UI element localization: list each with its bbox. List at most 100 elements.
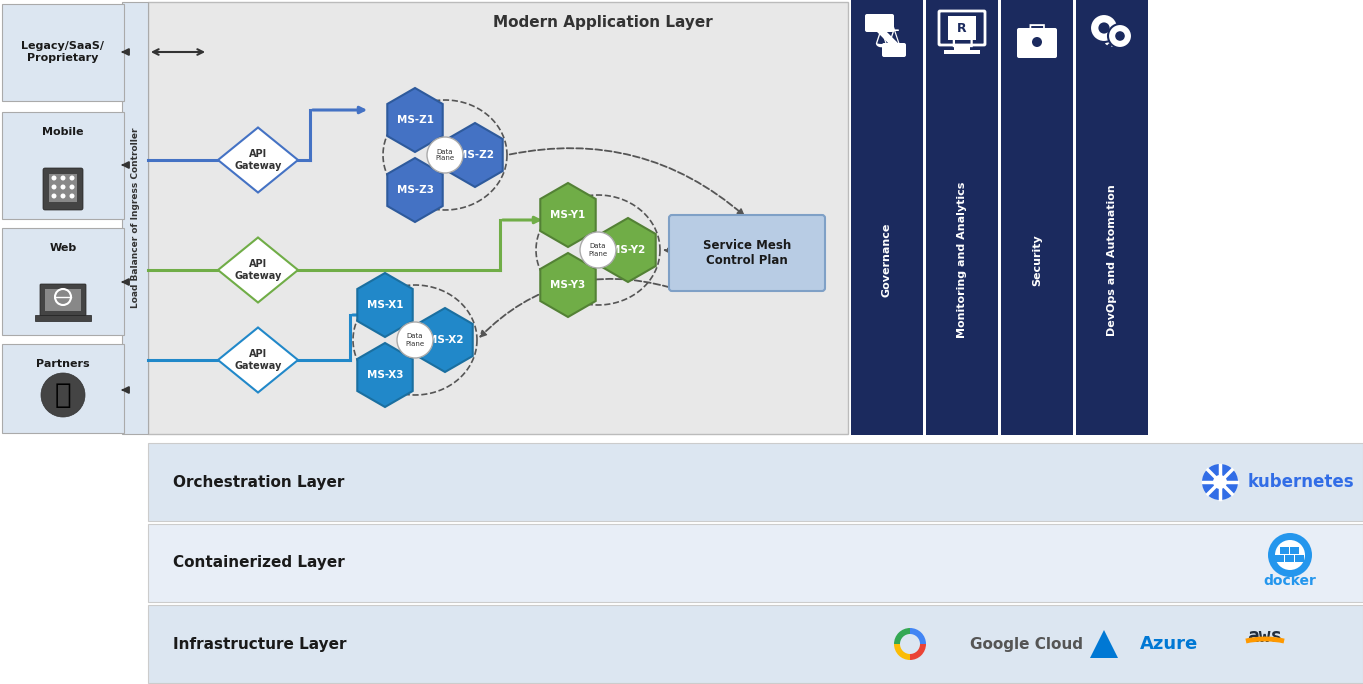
Text: Monitoring and Analytics: Monitoring and Analytics xyxy=(957,182,966,338)
Text: Data
Plane: Data Plane xyxy=(589,244,608,256)
Text: Orchestration Layer: Orchestration Layer xyxy=(173,475,345,490)
Text: MS-X3: MS-X3 xyxy=(367,370,403,380)
Bar xyxy=(1285,555,1293,562)
Bar xyxy=(1,112,124,219)
Text: Legacy/SaaS/
Proprietary: Legacy/SaaS/ Proprietary xyxy=(22,41,105,63)
Circle shape xyxy=(52,176,56,181)
Text: ⚖: ⚖ xyxy=(874,23,901,53)
Circle shape xyxy=(41,373,85,417)
Circle shape xyxy=(70,194,75,198)
Bar xyxy=(149,605,1363,683)
Circle shape xyxy=(70,185,75,189)
Bar xyxy=(1,4,124,101)
Text: R: R xyxy=(957,21,966,34)
Text: docker: docker xyxy=(1264,574,1317,588)
Circle shape xyxy=(1099,23,1109,34)
Bar xyxy=(1289,547,1299,554)
Polygon shape xyxy=(218,237,298,302)
Polygon shape xyxy=(387,88,443,152)
Circle shape xyxy=(60,185,65,189)
Bar xyxy=(45,289,80,311)
Text: kubernetes: kubernetes xyxy=(1249,473,1355,491)
Text: MS-Y1: MS-Y1 xyxy=(551,210,586,220)
Text: Load Balancer of Ingress Controller: Load Balancer of Ingress Controller xyxy=(131,128,139,308)
Wedge shape xyxy=(910,644,925,660)
Wedge shape xyxy=(894,628,910,644)
Circle shape xyxy=(427,137,463,173)
Text: Google Cloud: Google Cloud xyxy=(970,637,1084,651)
Bar xyxy=(954,44,970,50)
Circle shape xyxy=(1213,475,1227,489)
FancyBboxPatch shape xyxy=(669,215,825,291)
Circle shape xyxy=(1108,24,1133,48)
Bar xyxy=(1000,0,1073,435)
Circle shape xyxy=(52,194,56,198)
Text: ⊡: ⊡ xyxy=(949,23,975,53)
Bar xyxy=(851,0,923,435)
Polygon shape xyxy=(447,123,503,187)
Text: API
Gateway: API Gateway xyxy=(234,149,282,171)
Polygon shape xyxy=(1090,630,1118,658)
Text: Modern Application Layer: Modern Application Layer xyxy=(493,14,713,29)
Text: Data
Plane: Data Plane xyxy=(435,148,455,161)
Circle shape xyxy=(900,634,920,654)
Text: Azure: Azure xyxy=(1139,635,1198,653)
FancyBboxPatch shape xyxy=(40,284,86,316)
Bar xyxy=(1295,555,1304,562)
Circle shape xyxy=(70,176,75,181)
Text: DevOps and Automation: DevOps and Automation xyxy=(1107,184,1118,336)
Text: Infrastructure Layer: Infrastructure Layer xyxy=(173,637,346,651)
Circle shape xyxy=(60,176,65,181)
FancyBboxPatch shape xyxy=(1017,28,1056,58)
Text: API
Gateway: API Gateway xyxy=(234,350,282,371)
Text: Governance: Governance xyxy=(882,223,891,297)
Polygon shape xyxy=(417,308,473,372)
Bar xyxy=(149,443,1363,521)
Circle shape xyxy=(1115,31,1124,41)
Text: MS-Z2: MS-Z2 xyxy=(457,150,493,160)
Circle shape xyxy=(60,194,65,198)
FancyBboxPatch shape xyxy=(882,43,906,57)
Bar xyxy=(1,344,124,433)
Polygon shape xyxy=(218,328,298,393)
Text: 🔒: 🔒 xyxy=(1028,23,1047,53)
Text: Security: Security xyxy=(1032,234,1041,286)
Bar xyxy=(945,50,980,54)
Polygon shape xyxy=(218,127,298,192)
Polygon shape xyxy=(387,158,443,222)
Bar xyxy=(35,315,91,321)
Text: aws: aws xyxy=(1247,627,1283,646)
Bar xyxy=(1280,547,1289,554)
Polygon shape xyxy=(540,183,596,247)
Text: 🤝: 🤝 xyxy=(55,381,71,409)
Bar xyxy=(1075,0,1148,435)
Bar xyxy=(49,174,76,202)
Bar xyxy=(123,2,149,434)
Bar xyxy=(1,228,124,335)
Circle shape xyxy=(1202,464,1238,500)
Circle shape xyxy=(397,322,433,358)
Polygon shape xyxy=(540,253,596,317)
Polygon shape xyxy=(357,273,413,337)
FancyBboxPatch shape xyxy=(866,14,894,32)
Circle shape xyxy=(1090,14,1118,42)
Polygon shape xyxy=(357,343,413,407)
Text: Containerized Layer: Containerized Layer xyxy=(173,555,345,570)
Text: MS-Y3: MS-Y3 xyxy=(551,280,586,290)
Text: MS-Z1: MS-Z1 xyxy=(397,115,433,125)
Circle shape xyxy=(1032,37,1041,47)
Wedge shape xyxy=(910,628,925,644)
Bar xyxy=(149,524,1363,602)
Bar xyxy=(1274,555,1284,562)
Circle shape xyxy=(1274,540,1304,570)
Text: Data
Plane: Data Plane xyxy=(405,334,424,347)
Bar xyxy=(925,0,998,435)
Text: Mobile: Mobile xyxy=(42,127,83,137)
Circle shape xyxy=(581,232,616,268)
FancyBboxPatch shape xyxy=(44,168,83,210)
Circle shape xyxy=(1268,533,1313,577)
Wedge shape xyxy=(894,644,910,660)
Text: MS-X1: MS-X1 xyxy=(367,300,403,310)
Text: MS-X2: MS-X2 xyxy=(427,335,463,345)
Bar xyxy=(149,2,848,434)
